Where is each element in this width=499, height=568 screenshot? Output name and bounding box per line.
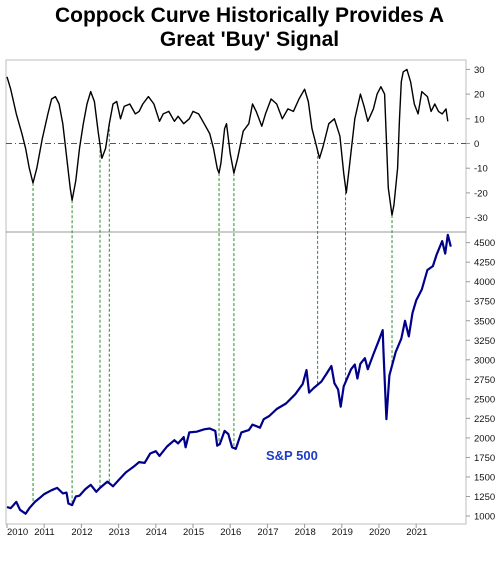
x-tick-label: 2016	[220, 527, 241, 538]
coppock-y-tick-label: -30	[474, 213, 488, 224]
x-tick-label: 2015	[183, 527, 204, 538]
sp500-y-tick-label: 3250	[474, 336, 495, 347]
x-tick: 2010	[6, 524, 28, 538]
sp500-y-tick: 4000	[466, 277, 495, 288]
coppock-y-tick-label: -20	[474, 188, 488, 199]
chart-title: Coppock Curve Historically Provides A Gr…	[0, 4, 499, 52]
x-tick: 2012	[71, 524, 93, 538]
sp500-y-tick: 4250	[466, 258, 495, 269]
sp500-y-tick: 3250	[466, 336, 495, 347]
chart-title-line-1: Coppock Curve Historically Provides A	[54, 4, 444, 27]
sp500-y-tick-label: 4500	[474, 238, 495, 249]
x-tick: 2017	[257, 524, 279, 538]
sp500-panel: 4500 4250 4000 3750 3500 3250 3000 2750 2500 2250…	[6, 233, 495, 523]
coppock-y-tick-label: 20	[474, 90, 485, 101]
sp500-y-tick: 1750	[466, 453, 495, 464]
sp500-y-tick: 3000	[466, 355, 495, 366]
sp500-line	[6, 233, 452, 515]
coppock-panel: 30 20 10 0 -10 -20 -30	[6, 65, 488, 224]
sp500-y-tick: 1000	[466, 512, 495, 523]
x-tick-label: 2010	[7, 527, 28, 538]
x-tick-label: 2019	[332, 527, 353, 538]
x-tick: 2019	[332, 524, 353, 538]
sp500-y-tick-label: 3750	[474, 297, 495, 308]
x-tick: 2013	[109, 524, 130, 538]
coppock-y-tick: 0	[466, 139, 479, 150]
sp500-y-tick: 3500	[466, 316, 495, 327]
coppock-y-tick: 20	[466, 90, 485, 101]
chart-title-line-2: Great 'Buy' Signal	[159, 28, 340, 51]
coppock-y-tick: -30	[466, 213, 488, 224]
coppock-y-tick: 10	[466, 114, 485, 125]
coppock-y-tick-label: -10	[474, 164, 488, 175]
coppock-y-tick-label: 0	[474, 139, 479, 150]
sp500-y-tick-label: 3500	[474, 316, 495, 327]
coppock-y-tick: -10	[466, 164, 488, 175]
plot-frame	[5, 59, 467, 525]
x-tick-label: 2018	[295, 527, 316, 538]
sp500-y-tick: 4500	[466, 238, 495, 249]
x-tick: 2018	[295, 524, 316, 538]
sp500-y-tick-label: 1000	[474, 512, 495, 523]
x-tick: 2015	[183, 524, 204, 538]
sp500-y-tick: 2250	[466, 414, 495, 425]
x-tick-label: 2021	[406, 527, 427, 538]
sp500-y-tick-label: 3000	[474, 355, 495, 366]
sp500-y-tick: 1500	[466, 472, 495, 483]
sp500-y-tick-label: 2000	[474, 433, 495, 444]
sp500-y-tick: 3750	[466, 297, 495, 308]
x-tick-label: 2020	[369, 527, 390, 538]
x-tick-label: 2012	[71, 527, 92, 538]
x-tick: 2016	[220, 524, 241, 538]
buy-signal-lines	[32, 123, 393, 506]
sp500-y-tick: 2500	[466, 394, 495, 405]
sp500-y-tick-label: 2250	[474, 414, 495, 425]
sp500-y-tick: 2750	[466, 375, 495, 386]
coppock-curve-line	[6, 68, 449, 216]
sp500-y-tick-label: 1500	[474, 472, 495, 483]
x-axis: 2010 2011 2012 2013 2014 2015 2016 2017 2018 2019…	[6, 524, 427, 538]
sp500-y-tick-label: 1750	[474, 453, 495, 464]
sp500-y-tick-label: 1250	[474, 492, 495, 503]
x-tick: 2014	[146, 524, 167, 538]
sp500-y-tick: 1250	[466, 492, 495, 503]
coppock-y-tick: 30	[466, 65, 485, 76]
sp500-y-tick-label: 2750	[474, 375, 495, 386]
coppock-y-tick-label: 10	[474, 114, 485, 125]
sp500-y-tick-label: 4250	[474, 258, 495, 269]
x-tick: 2021	[406, 524, 427, 538]
x-tick: 2020	[369, 524, 390, 538]
x-tick-label: 2014	[146, 527, 167, 538]
sp500-y-tick: 2000	[466, 433, 495, 444]
sp500-y-tick-label: 4000	[474, 277, 495, 288]
coppock-y-tick-label: 30	[474, 65, 485, 76]
sp500-y-tick-label: 2500	[474, 394, 495, 405]
x-tick-label: 2011	[34, 527, 54, 538]
x-tick-label: 2013	[109, 527, 130, 538]
x-tick: 2011	[34, 524, 55, 538]
coppock-y-tick: -20	[466, 188, 488, 199]
x-tick-label: 2017	[257, 527, 278, 538]
sp500-annotation: S&P 500	[266, 448, 318, 463]
